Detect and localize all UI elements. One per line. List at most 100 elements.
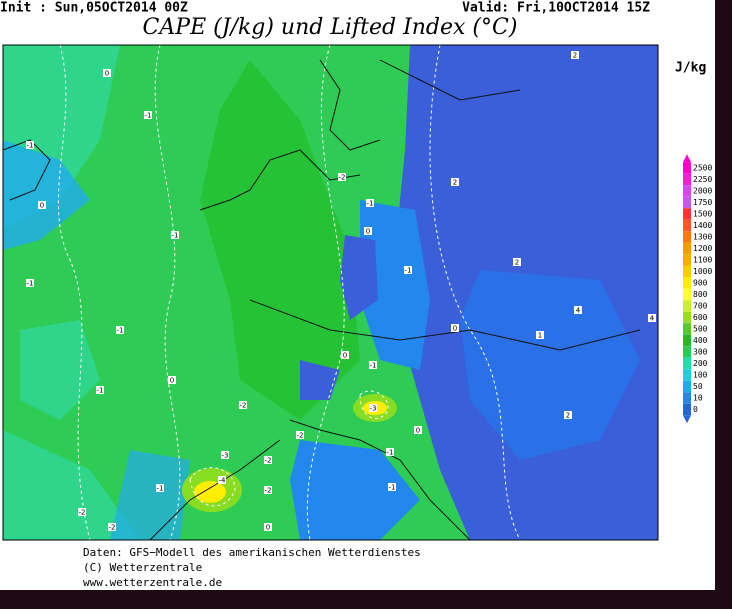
legend-unit: J/kg xyxy=(675,61,706,76)
map-title: CAPE (J/kg) und Lifted Index (°C) xyxy=(143,15,518,40)
field-cyan xyxy=(3,430,140,540)
contour-label-box xyxy=(26,279,34,287)
contour-label-box xyxy=(144,111,152,119)
contour-label: -2 xyxy=(109,524,116,532)
colorbar-label: 1400 xyxy=(693,221,712,230)
contour-label: 0 xyxy=(170,377,174,385)
contour-label: 2 xyxy=(573,52,577,60)
colorbar-label: 1500 xyxy=(693,210,712,219)
contour-label: -1 xyxy=(157,485,164,493)
colorbar-segment xyxy=(683,231,691,243)
field-yellow xyxy=(194,481,226,503)
colorbar-label: 50 xyxy=(693,382,703,391)
contour-label: 4 xyxy=(650,315,655,323)
contour-label-box xyxy=(451,178,459,186)
contour-label: 2 xyxy=(453,179,457,187)
colorbar-segment xyxy=(683,323,691,335)
contour-label-box xyxy=(388,483,396,491)
contour-label-box xyxy=(513,258,521,266)
contour-label: -1 xyxy=(27,280,34,288)
contour-label-box xyxy=(156,484,164,492)
contour-label-box xyxy=(171,231,179,239)
colorbar-segment xyxy=(683,219,691,232)
colorbar-segment xyxy=(683,162,691,174)
colorbar-label: 300 xyxy=(693,348,708,357)
field-blue xyxy=(460,270,640,460)
contour-label-box xyxy=(341,351,349,359)
contour-label: 0 xyxy=(416,427,420,435)
contour-label-box xyxy=(574,306,582,314)
colorbar-label: 2000 xyxy=(693,187,712,196)
field-cyan xyxy=(20,320,100,420)
contour-label: 0 xyxy=(366,228,370,236)
field-blue xyxy=(290,440,420,540)
contour-label: -1 xyxy=(27,142,34,150)
colorbar-label: 1750 xyxy=(693,198,712,207)
contour-label: -1 xyxy=(117,327,124,335)
colorbar-label: 1000 xyxy=(693,267,712,276)
contour-label-box xyxy=(648,314,656,322)
contour-label-box xyxy=(239,401,247,409)
contour-label: -1 xyxy=(97,387,104,395)
contour-label: 0 xyxy=(343,352,347,360)
contour-label-box xyxy=(168,376,176,384)
contour-label: -2 xyxy=(265,487,272,495)
colorbar-segment xyxy=(683,196,691,209)
contour-label-box xyxy=(103,69,111,77)
contour-label: 4 xyxy=(576,307,581,315)
contour-label: 0 xyxy=(105,70,109,78)
contour-label: -3 xyxy=(370,405,377,413)
colorbar-cap xyxy=(683,154,691,163)
valid-time: Valid: Fri,10OCT2014 15Z xyxy=(462,1,650,16)
field-deep-blue xyxy=(300,360,340,400)
contour-label: -1 xyxy=(145,112,152,120)
contour-label: 0 xyxy=(453,325,457,333)
contour-label-box xyxy=(116,326,124,334)
contour-label: 1 xyxy=(538,332,542,340)
contour-label: 0 xyxy=(40,202,44,210)
footer-line: Daten: GFS−Modell des amerikanischen Wet… xyxy=(83,546,421,559)
contour-label: 2 xyxy=(566,412,570,420)
frame-bottom xyxy=(0,590,732,609)
contour-label-box xyxy=(536,331,544,339)
colorbar: 2500225020001750150014001300120011001000… xyxy=(683,154,712,424)
contour-label: -2 xyxy=(297,432,304,440)
contour-label-box xyxy=(78,508,86,516)
coastlines xyxy=(3,59,641,540)
colorbar-label: 100 xyxy=(693,371,708,380)
contour-label: -1 xyxy=(172,232,179,240)
colorbar-segment xyxy=(683,403,691,416)
colorbar-segment xyxy=(683,346,691,358)
colorbar-segment xyxy=(683,254,691,266)
colorbar-segment xyxy=(683,392,691,404)
contour-label-box xyxy=(264,486,272,494)
colorbar-label: 1100 xyxy=(693,256,712,265)
colorbar-label: 2500 xyxy=(693,164,712,173)
colorbar-label: 400 xyxy=(693,336,708,345)
colorbar-label: 200 xyxy=(693,359,708,368)
contour-label-box xyxy=(264,523,272,531)
colorbar-segment xyxy=(683,288,691,301)
footer-line: www.wetterzentrale.de xyxy=(83,576,222,589)
colorbar-segment xyxy=(683,311,691,324)
footer-line: (C) Wetterzentrale xyxy=(83,561,202,574)
contour-label-box xyxy=(264,456,272,464)
contour-label-box xyxy=(386,448,394,456)
contour-label-box xyxy=(366,199,374,207)
colorbar-label: 800 xyxy=(693,290,708,299)
colorbar-segment xyxy=(683,300,691,312)
field-blue xyxy=(110,450,190,540)
contour-label-box xyxy=(571,51,579,59)
contour-label-box xyxy=(26,141,34,149)
colorbar-label: 2250 xyxy=(693,175,712,184)
colorbar-cap xyxy=(683,415,691,424)
colorbar-label: 500 xyxy=(693,325,708,334)
contour-label-box xyxy=(296,431,304,439)
contour-label: -1 xyxy=(370,362,377,370)
contour-label-box xyxy=(404,266,412,274)
contour-label-box xyxy=(369,361,377,369)
footer: Daten: GFS−Modell des amerikanischen Wet… xyxy=(83,546,421,589)
colorbar-label: 900 xyxy=(693,279,708,288)
contour-label-box xyxy=(369,404,377,412)
